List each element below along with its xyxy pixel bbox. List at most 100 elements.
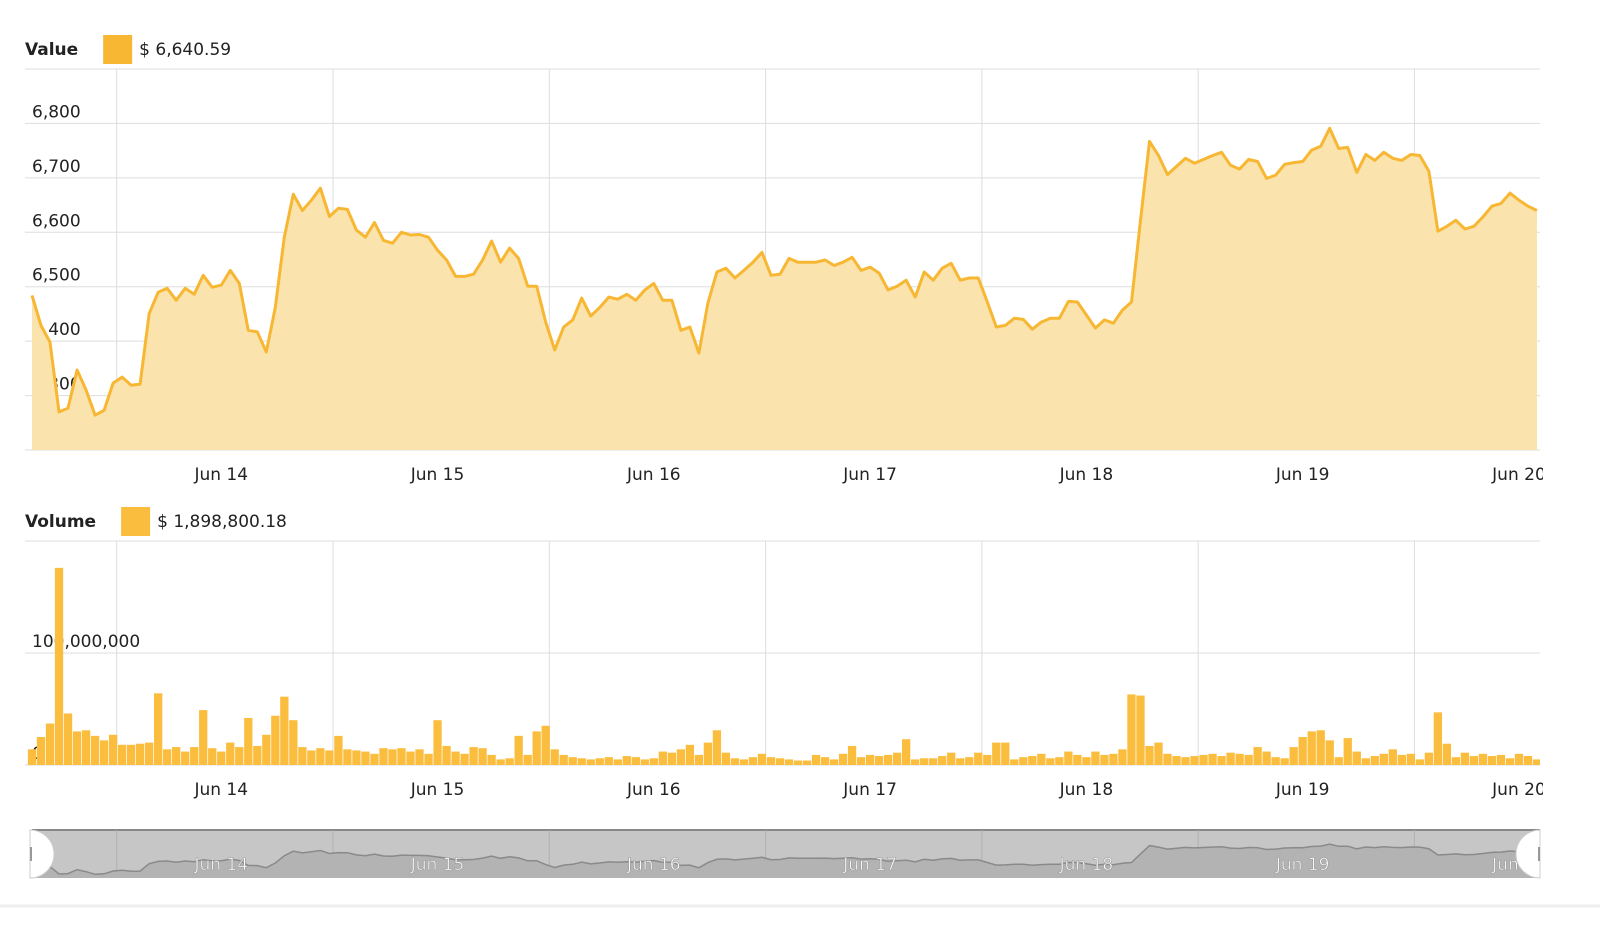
navigator-label: Jun 16 [626,855,681,875]
bar [775,758,785,765]
x-tick-label: Jun 18 [1059,780,1114,800]
bar [1307,731,1316,765]
bar [1370,756,1379,765]
area-fill [32,128,1537,451]
bar [289,720,298,765]
x-tick-label: Jun 17 [842,780,897,800]
bar [541,725,550,765]
bar [1343,738,1352,765]
readout: $ 1,898,800.18 [157,512,287,532]
bar [379,748,388,765]
panel-title: Value [25,40,78,60]
navigator-label: Jun 19 [1275,855,1330,875]
bar [559,754,568,765]
bar [262,734,271,765]
bar [911,759,920,765]
bar [235,747,244,765]
navigator-handles[interactable] [29,829,1541,879]
navigator-area [32,844,1537,878]
bar [676,749,686,765]
bar [433,720,442,765]
bar [965,757,974,765]
bar [938,756,947,765]
bar [72,731,82,765]
bar [1352,751,1361,765]
charts: Value$ 6,640.596,2006,3006,4006,5006,600… [25,35,1546,800]
navigator-label: Jun 17 [842,855,897,875]
bar [883,754,893,765]
left-handle[interactable] [29,829,55,879]
bar [181,751,190,765]
legend-swatch [103,35,133,64]
bar [298,747,307,765]
bar [1379,753,1388,765]
bar [532,731,541,765]
bar [757,753,767,765]
navigator-label: Jun 14 [193,855,248,875]
bar [1388,749,1397,765]
bar [1451,757,1461,765]
bar [622,756,631,765]
bar [1406,753,1415,765]
bar [1046,758,1055,765]
bar [920,758,929,765]
bar [1010,759,1019,765]
bar [685,744,695,765]
bar [442,745,451,765]
bar [613,759,622,765]
bar [1172,756,1181,765]
bar [1118,749,1127,765]
bar [1064,751,1073,765]
bar [1019,757,1028,765]
bar [81,730,91,765]
bar [1325,740,1334,765]
x-tick-label: Jun 16 [626,465,681,485]
bar [838,753,848,765]
bar [514,735,523,765]
bar [1073,754,1082,765]
navigator[interactable]: Jun 14 Jun 15 Jun 16 Jun 17 Jun 18 Jun 19 Jun … [32,829,1546,878]
y-tick-label: 6,600 [32,211,81,231]
bar [1109,753,1118,765]
bar [604,757,613,765]
bar [63,713,73,765]
bar [1262,751,1271,765]
bar [1154,742,1163,765]
y-tick-label: 100,000,000 [32,632,140,652]
bar [117,744,127,765]
bar [505,758,514,765]
right-handle[interactable] [1515,829,1541,879]
bar [45,723,55,765]
bar [1136,695,1145,765]
bar [856,757,866,765]
x-tick-label: Jun 19 [1275,780,1330,800]
bar [649,758,658,765]
bar [217,751,226,765]
bar [793,760,803,765]
bar [1226,752,1235,765]
bar [90,735,100,765]
bar [658,751,667,765]
bar [1460,752,1470,765]
bar [1289,747,1298,765]
bar [1496,754,1506,765]
bar [1217,756,1226,765]
bar [190,747,199,765]
x-tick-label: Jun 20 [1491,465,1546,485]
x-tick-label: Jun 16 [626,780,681,800]
bar [956,758,965,765]
x-axis-labels: Jun 14 Jun 15 Jun 16 Jun 17 Jun 18 Jun 19 Jun … [193,780,1543,800]
bar [893,752,902,765]
bar [1091,751,1100,765]
bar [1199,754,1208,765]
bar [154,693,163,765]
bar [307,750,316,765]
readout: $ 6,640.59 [139,40,231,60]
bar [1361,758,1370,765]
bar [1181,757,1190,765]
bar [27,749,37,765]
bar [947,752,956,765]
bar [802,760,812,765]
bar [1316,730,1325,765]
